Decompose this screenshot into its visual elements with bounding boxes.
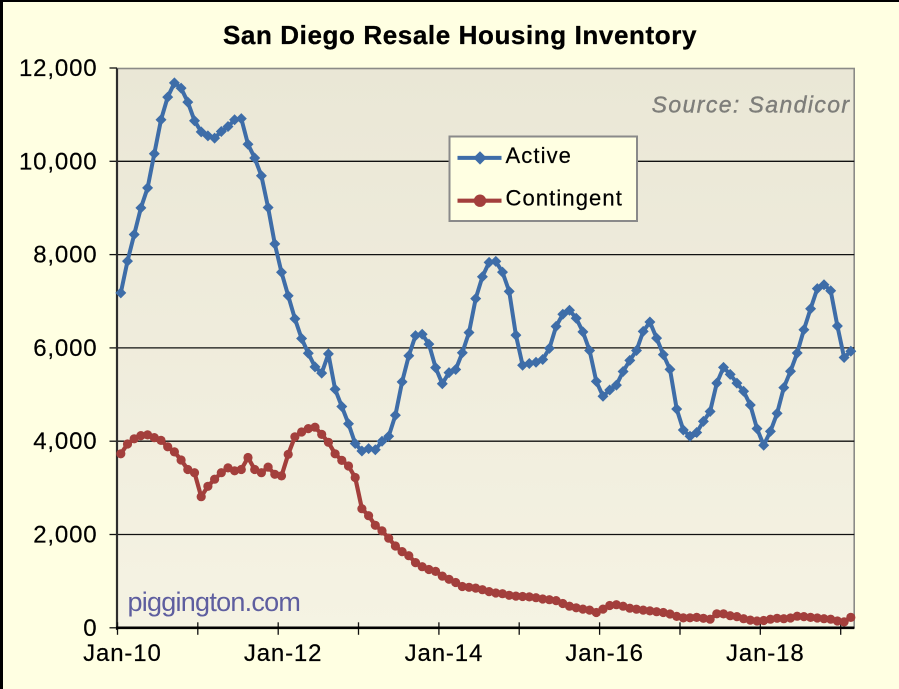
svg-text:10,000: 10,000 <box>19 148 98 175</box>
svg-text:2,000: 2,000 <box>33 522 97 549</box>
svg-text:6,000: 6,000 <box>33 335 97 362</box>
svg-text:8,000: 8,000 <box>33 242 97 269</box>
svg-text:Jan-14: Jan-14 <box>405 640 483 667</box>
svg-text:Jan-12: Jan-12 <box>244 640 322 667</box>
svg-text:piggington.com: piggington.com <box>128 587 301 617</box>
svg-text:12,000: 12,000 <box>19 55 98 82</box>
svg-text:Jan-16: Jan-16 <box>565 640 643 667</box>
svg-text:Jan-10: Jan-10 <box>83 640 161 667</box>
svg-text:Jan-18: Jan-18 <box>726 640 804 667</box>
svg-text:Contingent: Contingent <box>506 186 623 211</box>
svg-text:0: 0 <box>83 615 97 642</box>
svg-text:Source: Sandicor: Source: Sandicor <box>652 92 851 118</box>
svg-text:4,000: 4,000 <box>33 428 97 455</box>
svg-text:Active: Active <box>506 143 573 168</box>
svg-text:San Diego Resale Housing Inven: San Diego Resale Housing Inventory <box>223 20 697 50</box>
